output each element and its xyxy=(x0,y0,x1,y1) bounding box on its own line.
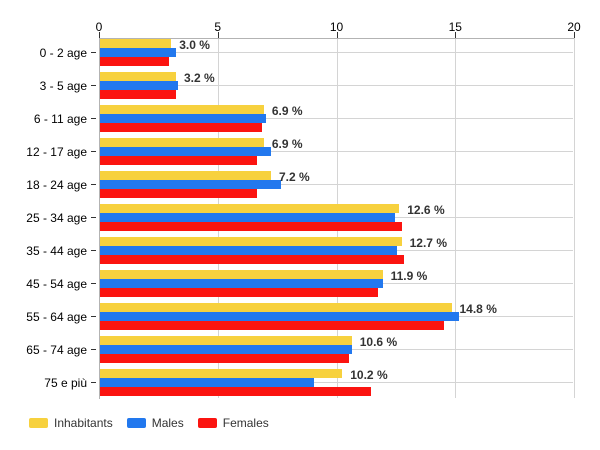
bar-males xyxy=(100,81,178,90)
value-label: 11.9 % xyxy=(390,269,428,283)
bar-inhabitants xyxy=(100,204,399,213)
bar-inhabitants xyxy=(100,72,176,81)
bar-inhabitants xyxy=(100,270,383,279)
bar-males xyxy=(100,114,266,123)
bar-inhabitants xyxy=(100,138,264,147)
category-label: 75 e più xyxy=(44,376,87,390)
bar-females xyxy=(100,387,371,396)
legend-item-females: Females xyxy=(197,416,269,430)
y-axis-line xyxy=(99,38,100,399)
category-tick-mark xyxy=(91,85,96,86)
bar-inhabitants xyxy=(100,369,342,378)
category-tick-mark xyxy=(91,217,96,218)
category-center-gridline xyxy=(99,151,573,152)
category-label: 6 - 11 age xyxy=(33,112,87,126)
category-tick-mark xyxy=(91,118,96,119)
category-tick-mark xyxy=(91,316,96,317)
value-label: 3.2 % xyxy=(184,71,215,85)
legend-swatch-males xyxy=(126,418,146,428)
legend-item-inhabitants: Inhabitants xyxy=(29,417,113,429)
bar-females xyxy=(100,156,257,165)
bar-inhabitants xyxy=(100,336,352,345)
value-label: 6.9 % xyxy=(271,137,303,151)
bar-males xyxy=(100,147,271,156)
category-center-gridline xyxy=(99,382,573,383)
value-label: 12.7 % xyxy=(409,236,447,250)
category-center-gridline xyxy=(99,52,573,53)
x-axis-tick-mark xyxy=(455,32,457,38)
legend-swatch-inhabitants xyxy=(29,418,48,428)
category-label: 35 - 44 age xyxy=(26,244,87,258)
bar-inhabitants xyxy=(100,171,271,180)
legend-label: Females xyxy=(222,416,269,430)
bar-females xyxy=(100,57,169,66)
category-tick-mark xyxy=(91,349,96,350)
category-label: 18 - 24 age xyxy=(26,178,87,192)
bar-inhabitants xyxy=(100,237,402,246)
bar-females xyxy=(100,321,444,330)
category-label: 25 - 34 age xyxy=(26,211,87,225)
category-label: 45 - 54 age xyxy=(26,277,87,291)
value-label: 6.9 % xyxy=(271,104,303,118)
legend-label: Males xyxy=(151,416,184,430)
bar-females xyxy=(100,189,257,198)
bar-females xyxy=(100,222,402,231)
bar-males xyxy=(100,312,459,321)
x-axis-tick-mark xyxy=(336,32,338,38)
category-tick-mark xyxy=(91,184,96,185)
bar-males xyxy=(100,279,383,288)
x-axis-tick-label: 20 xyxy=(567,20,581,34)
legend-item-males: Males xyxy=(126,416,184,430)
bar-females xyxy=(100,354,349,363)
x-axis-tick-mark xyxy=(99,32,100,38)
legend-swatch-females xyxy=(197,418,217,428)
category-label: 3 - 5 age xyxy=(39,79,87,93)
bar-males xyxy=(100,180,281,189)
x-axis-tick-label: 10 xyxy=(329,20,344,34)
category-label: 12 - 17 age xyxy=(26,145,87,159)
value-label: 3.0 % xyxy=(179,38,210,52)
vertical-gridline xyxy=(574,38,575,398)
chart-legend: Inhabitants Males Females xyxy=(29,417,283,429)
category-center-gridline xyxy=(99,118,573,119)
x-axis-line xyxy=(99,38,574,39)
bar-inhabitants xyxy=(100,303,452,312)
bar-males xyxy=(100,246,397,255)
category-center-gridline xyxy=(99,85,573,86)
bar-females xyxy=(100,90,176,99)
value-label: 7.2 % xyxy=(279,170,310,184)
legend-label: Inhabitants xyxy=(54,416,113,430)
category-tick-mark xyxy=(91,283,96,284)
bar-males xyxy=(100,345,352,354)
bar-females xyxy=(100,288,378,297)
value-label: 10.6 % xyxy=(359,335,398,349)
value-label: 12.6 % xyxy=(407,203,445,217)
x-axis-tick-label: 15 xyxy=(448,20,462,34)
bar-inhabitants xyxy=(100,105,264,114)
category-center-gridline xyxy=(99,184,573,185)
bar-males xyxy=(100,48,176,57)
category-tick-mark xyxy=(91,250,96,251)
category-tick-mark xyxy=(91,52,96,53)
bar-males xyxy=(100,378,314,387)
bar-inhabitants xyxy=(100,39,171,48)
category-label: 65 - 74 age xyxy=(26,343,87,357)
x-axis-tick-label: 5 xyxy=(214,20,222,34)
vertical-gridline xyxy=(455,38,457,398)
category-label: 0 - 2 age xyxy=(39,46,87,60)
x-axis-tick-label: 0 xyxy=(95,20,103,34)
category-label: 55 - 64 age xyxy=(26,310,87,324)
category-tick-mark xyxy=(91,382,96,383)
value-label: 14.8 % xyxy=(459,302,497,316)
x-axis-tick-mark xyxy=(574,32,575,38)
x-axis-tick-mark xyxy=(217,32,219,38)
bar-females xyxy=(100,123,262,132)
bar-females xyxy=(100,255,404,264)
value-label: 10.2 % xyxy=(350,368,388,382)
bar-males xyxy=(100,213,395,222)
category-tick-mark xyxy=(91,151,96,152)
